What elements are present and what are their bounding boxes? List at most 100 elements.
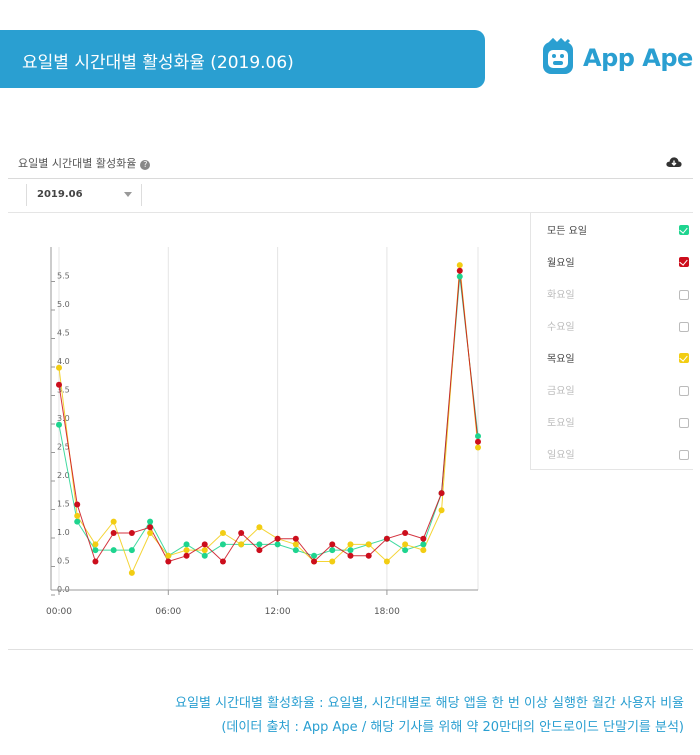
legend-item[interactable]: 금요일 [531,372,693,404]
legend-item-label: 월요일 [547,258,575,269]
panel-divider-top [8,178,693,179]
legend-item-label: 금요일 [547,386,575,397]
data-point [165,552,172,559]
data-point [311,552,318,559]
y-tick-label: 3.0 [57,414,70,423]
y-tick-label: 5.5 [57,272,70,281]
y-tick-label: 1.5 [57,500,70,509]
x-tick-label: 12:00 [265,607,291,617]
app-ape-logo: App Ape [541,37,693,80]
legend-item-label: 수요일 [547,322,575,333]
data-point [165,558,172,565]
ape-logo-icon [543,37,573,74]
data-point [183,541,190,548]
data-point [238,541,245,548]
legend-item-label: 일요일 [547,450,575,461]
legend-item[interactable]: 월요일 [531,244,693,276]
data-point [219,541,226,548]
legend-divider [530,212,531,470]
x-tick-label: 00:00 [46,607,72,617]
data-point [92,547,99,554]
data-point [365,541,372,548]
data-point [274,541,281,548]
legend-checkbox[interactable] [679,257,689,267]
data-point [110,530,117,536]
panel-divider-select [8,212,693,213]
legend-item[interactable]: 모든 요일 [531,212,693,244]
cloud-download-icon[interactable] [666,155,682,169]
series-line [58,270,479,563]
data-point [147,524,154,531]
question-circle-icon[interactable]: ? [140,160,151,170]
data-point [420,547,427,554]
data-point [147,518,154,525]
data-point [74,518,81,525]
month-select[interactable]: 2019.06 [26,184,142,206]
check-icon [679,353,688,362]
legend-item-label: 화요일 [547,290,575,301]
check-icon [679,257,688,266]
legend-checkbox[interactable] [679,322,689,332]
check-icon [679,225,688,234]
panel-title: 요일별 시간대별 활성화율? [18,155,151,171]
data-point [456,267,463,274]
legend-checkbox[interactable] [679,225,689,235]
legend-checkbox[interactable] [679,450,689,460]
series-line [58,276,479,557]
data-point [329,558,336,565]
data-point [201,547,208,554]
month-select-value: 2019.06 [37,189,83,200]
legend-bottom-border [531,469,693,470]
data-point [128,530,135,536]
data-point [219,558,226,565]
data-point [74,501,81,508]
data-point [110,518,117,525]
legend-checkbox[interactable] [679,386,689,396]
data-point [56,421,62,428]
data-point [402,530,409,536]
x-tick-label: 06:00 [155,607,181,617]
line-chart: 0.00.51.01.52.02.53.03.54.04.55.05.500:0… [46,247,481,617]
data-point [274,535,281,542]
logo-text: App Ape [583,44,693,72]
data-point [256,541,263,548]
data-point [201,541,208,548]
data-point [292,535,299,542]
data-point [256,547,263,554]
data-point [347,541,354,548]
data-point [292,547,299,554]
legend-item[interactable]: 일요일 [531,436,693,468]
data-point [347,547,354,554]
y-tick-label: 0.5 [57,557,70,566]
data-point [201,552,208,559]
data-point [292,541,299,548]
legend-item[interactable]: 화요일 [531,276,693,308]
data-point [438,507,445,514]
data-point [402,547,409,554]
data-point [438,490,445,497]
legend-checkbox[interactable] [679,418,689,428]
data-point [365,552,372,559]
data-point [183,552,190,559]
legend-item[interactable]: 토요일 [531,404,693,436]
legend-item-label: 목요일 [547,354,575,365]
data-point [110,547,117,554]
y-tick-label: 3.5 [57,386,70,395]
legend-checkbox[interactable] [679,290,689,300]
legend-checkbox[interactable] [679,353,689,363]
panel-divider-bottom [8,649,693,650]
legend-item-label: 토요일 [547,418,575,429]
data-point [92,558,99,565]
data-point [56,381,62,388]
data-point [347,552,354,559]
data-point [238,530,245,536]
y-tick-label: 2.0 [57,471,70,480]
data-point [56,364,62,371]
legend-item[interactable]: 수요일 [531,308,693,340]
data-point [128,547,135,554]
legend-item[interactable]: 목요일 [531,340,693,372]
data-point [456,273,463,280]
data-point [383,558,390,565]
chevron-down-icon [124,192,132,197]
